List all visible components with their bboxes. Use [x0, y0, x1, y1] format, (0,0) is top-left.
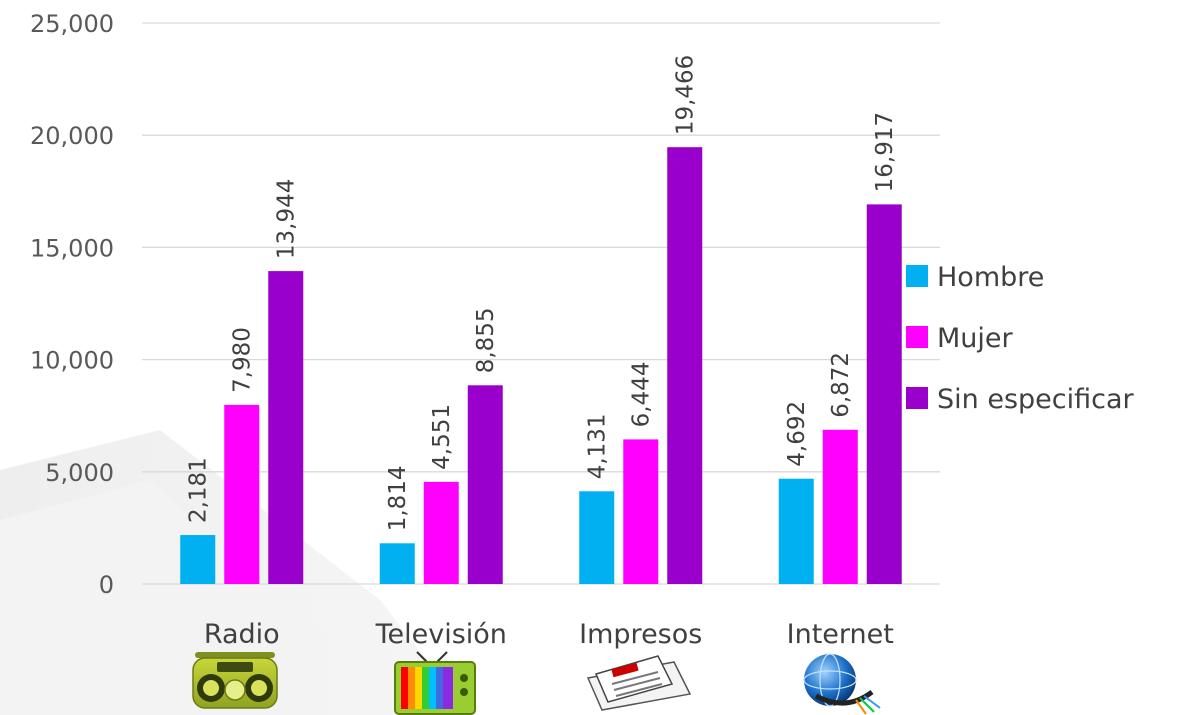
y-tick-label: 0 — [99, 571, 114, 599]
y-tick-label: 15,000 — [30, 234, 114, 262]
data-label: 1,814 — [385, 465, 411, 531]
category-label: Impresos — [579, 619, 702, 650]
y-axis-ticks: 0 5,000 10,000 15,000 20,000 25,000 — [30, 10, 114, 599]
data-label: 8,855 — [473, 307, 499, 373]
category-label: Internet — [787, 619, 894, 650]
y-tick-label: 5,000 — [45, 459, 114, 487]
bar-internet-1 — [822, 429, 858, 584]
legend: Hombre Mujer Sin especificar — [906, 262, 1135, 415]
data-labels: 2,181 7,980 13,944 1,814 4,551 8,855 4,131 6,44… — [186, 55, 899, 532]
legend-swatch — [906, 387, 928, 409]
y-tick-label: 25,000 — [30, 10, 114, 38]
data-label: 6,444 — [629, 362, 655, 428]
bar-impresos-1 — [623, 439, 659, 584]
data-label: 4,551 — [429, 404, 455, 470]
data-label: 16,917 — [872, 112, 898, 192]
category-label: Televisión — [375, 619, 507, 650]
data-label: 13,944 — [274, 179, 300, 259]
data-label: 6,872 — [828, 352, 854, 418]
bar-radio-1 — [224, 404, 260, 584]
newspaper-icon — [586, 655, 692, 711]
gridlines — [142, 22, 940, 585]
data-label: 2,181 — [186, 457, 212, 523]
legend-swatch — [906, 265, 928, 287]
bar-radio-2 — [268, 271, 304, 584]
bar-series — [180, 147, 902, 585]
bar-televisión-2 — [467, 385, 503, 584]
legend-label: Hombre — [937, 262, 1044, 293]
globe-network-icon — [803, 653, 881, 715]
y-tick-label: 10,000 — [30, 347, 114, 375]
legend-swatch — [906, 326, 928, 348]
y-tick-label: 20,000 — [30, 122, 114, 150]
data-label: 4,692 — [784, 401, 810, 467]
data-label: 7,980 — [230, 327, 256, 393]
bar-internet-2 — [866, 204, 902, 585]
boombox-radio-icon — [192, 652, 278, 709]
bar-radio-0 — [180, 535, 216, 584]
bar-televisión-0 — [379, 543, 415, 584]
data-label: 19,466 — [673, 55, 699, 135]
data-label: 4,131 — [585, 413, 611, 479]
color-television-icon — [394, 651, 476, 715]
bar-internet-0 — [778, 478, 814, 584]
category-labels: Radio Televisión Impresos Internet — [204, 619, 894, 650]
legend-label: Sin especificar — [937, 384, 1135, 415]
legend-label: Mujer — [937, 323, 1014, 354]
bar-impresos-2 — [667, 147, 703, 584]
bar-impresos-0 — [579, 491, 615, 584]
category-label: Radio — [204, 619, 280, 650]
bar-televisión-1 — [423, 481, 459, 584]
